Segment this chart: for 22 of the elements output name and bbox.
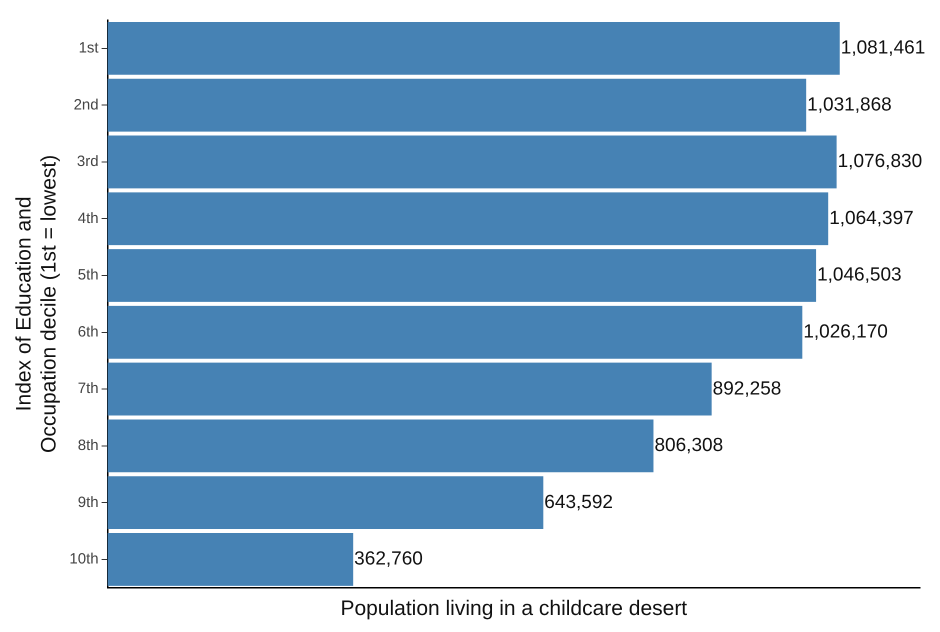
y-tick-label: 9th (78, 494, 99, 511)
y-tick-label: 3rd (76, 153, 99, 170)
data-label: 892,258 (712, 378, 782, 400)
x-axis-title: Population living in a childcare desert (340, 597, 688, 620)
y-tick-label: 1st (78, 40, 100, 57)
data-label: 362,760 (354, 548, 423, 570)
data-label: 1,046,503 (817, 264, 902, 286)
y-tick-label: 7th (78, 380, 99, 398)
data-label: 643,592 (544, 492, 613, 513)
y-tick-label: 10th (69, 550, 99, 568)
y-tick-label: 4th (78, 210, 99, 227)
y-tick-label: 6th (78, 323, 99, 340)
data-label: 1,081,461 (840, 38, 926, 59)
y-tick-label: 8th (78, 436, 99, 454)
y-tick-label: 5th (78, 266, 99, 284)
data-label: 1,031,868 (807, 94, 892, 116)
data-label: 1,026,170 (803, 322, 888, 343)
data-label: 806,308 (654, 435, 724, 456)
data-label: 1,064,397 (829, 208, 914, 229)
data-label: 1,076,830 (838, 151, 922, 172)
y-axis-title: Index of Education and Occupation decile (1st = lowest) (12, 154, 61, 454)
y-tick-label: 2nd (74, 96, 99, 114)
